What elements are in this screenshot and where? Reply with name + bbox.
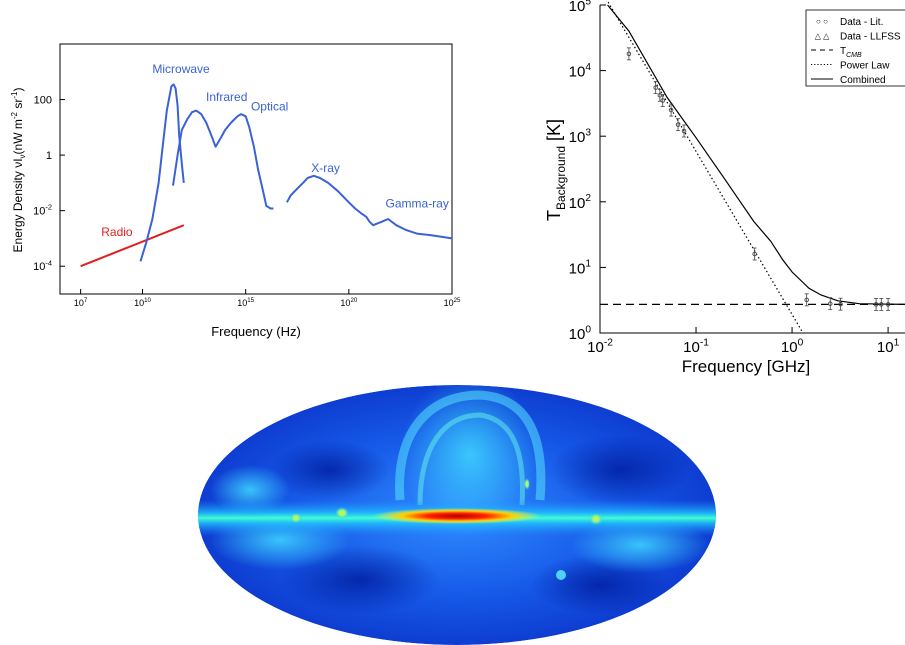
- c2-x-tick-label: 10-2: [587, 337, 613, 356]
- c2-legend-item-combined: Combined: [811, 75, 886, 86]
- c2-data-points: [626, 47, 891, 311]
- c1-y-tick-label: 100: [34, 95, 52, 107]
- c2-legend-item-data-lit-: ○ ○ Data - Lit.: [816, 17, 883, 28]
- c2-data-point: [626, 47, 632, 61]
- c2-legend-box: [805, 9, 905, 87]
- c1-annotation-microwave: Microwave: [152, 62, 210, 76]
- legend-label: Data - Lit.: [840, 17, 883, 28]
- c1-y-tick-label: 1: [46, 150, 52, 162]
- c1-plot-frame: [59, 43, 453, 295]
- c1-y-axis-label: Energy Density νIν(nW m-2 sr-1): [10, 88, 27, 253]
- energy-density-chart: 107 1010 1015 1020 1025 10-4 10-2 1 100 Radio Mi…: [10, 43, 461, 339]
- c1-annotations: Radio Microwave Infrared Optical X-ray Gamma-…: [101, 62, 449, 239]
- c1-annotation-optical: Optical: [251, 100, 288, 114]
- c2-y-ticks: 100 101 102 103 104 105: [569, 0, 606, 343]
- c2-data-point: [885, 297, 891, 311]
- c1-series-x-ray-line: [286, 174, 453, 240]
- c2-x-tick-label: 101: [877, 337, 900, 356]
- c2-x-ticks: 10-2 10-1 100 101: [587, 327, 900, 356]
- c2-y-tick-label: 100: [569, 324, 592, 343]
- c1-annotation-radio: Radio: [101, 225, 133, 239]
- all-sky-map: [198, 385, 716, 645]
- c1-annotation-gamma-ray: Gamma-ray: [386, 197, 449, 211]
- c1-y-tick-label: 10-2: [33, 203, 52, 218]
- c2-data-point: [879, 297, 884, 311]
- c2-legend-item-data-llfss: △ △ Data - LLFSS: [815, 32, 901, 43]
- c2-y-axis-label: TBackground [K]: [544, 119, 568, 221]
- c1-annotation-x-ray: X-ray: [311, 161, 340, 175]
- c2-x-tick-label: 10-1: [683, 337, 709, 356]
- c2-x-tick-label: 100: [781, 337, 804, 356]
- c2-x-axis-label: Frequency [GHz]: [682, 357, 811, 376]
- c1-y-ticks: 10-4 10-2 1 100: [33, 95, 65, 273]
- c2-data-point: [752, 247, 757, 261]
- c1-series-infrared-line: [172, 109, 274, 210]
- background-temperature-chart: 10-2 10-1 100 101 100 101 102 103 104 105 Freque…: [544, 0, 905, 376]
- c2-data-point: [838, 297, 843, 311]
- c1-x-tick-label: 107: [74, 297, 88, 308]
- c2-legend: ○ ○ Data - Lit. △ △ Data - LLFSS TCMB Power L…: [805, 9, 905, 87]
- legend-label: Power Law: [840, 61, 890, 72]
- c1-y-tick-label: 10-4: [33, 258, 52, 273]
- c2-data-point: [873, 297, 879, 311]
- c1-series-microwave-line: [139, 83, 185, 262]
- c1-x-ticks: 107 1010 1015 1020 1025: [74, 289, 461, 308]
- c2-legend-item-power-law: Power Law: [811, 61, 890, 72]
- c2-series-power-law-line: [606, 0, 804, 334]
- c1-x-tick-label: 1020: [340, 297, 357, 308]
- legend-label: Data - LLFSS: [840, 32, 901, 43]
- c2-data-point: [660, 94, 665, 107]
- c1-x-tick-label: 1025: [444, 297, 461, 308]
- c1-x-tick-label: 1015: [237, 297, 254, 308]
- legend-marker: ○ ○: [816, 17, 828, 26]
- c2-y-tick-label: 104: [569, 62, 592, 81]
- c1-x-axis-label: Frequency (Hz): [211, 324, 301, 339]
- legend-marker: △ △: [815, 32, 830, 41]
- c1-annotation-infrared: Infrared: [206, 90, 247, 104]
- c2-data-point: [828, 297, 833, 311]
- c2-data-point: [675, 118, 681, 132]
- c2-legend-item-t: TCMB: [811, 46, 862, 59]
- c2-data-point: [668, 103, 674, 117]
- c2-y-tick-label: 105: [569, 0, 592, 15]
- c2-y-tick-label: 102: [569, 193, 592, 212]
- c1-series: [80, 83, 453, 268]
- c2-data-point: [804, 293, 809, 307]
- c2-data-point: [681, 124, 687, 138]
- c1-series-radio-line: [80, 224, 185, 268]
- c2-data-point: [653, 81, 658, 95]
- c2-y-tick-label: 101: [569, 259, 592, 278]
- c2-y-tick-label: 103: [569, 127, 592, 146]
- legend-label: TCMB: [840, 46, 862, 59]
- legend-label: Combined: [840, 75, 886, 86]
- c1-x-tick-label: 1010: [134, 297, 151, 308]
